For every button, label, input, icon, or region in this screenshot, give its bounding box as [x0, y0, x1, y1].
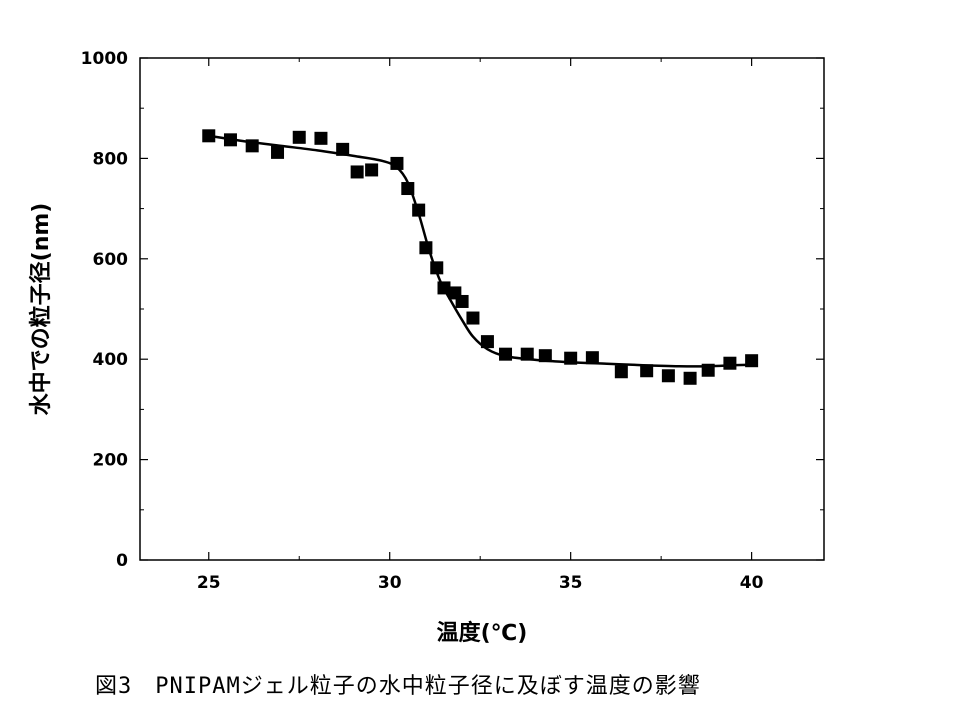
data-point	[336, 142, 350, 156]
data-point	[365, 163, 379, 177]
data-point	[430, 261, 444, 275]
data-point	[701, 363, 715, 377]
data-point	[745, 354, 759, 368]
data-point	[466, 311, 480, 325]
axis-ticks	[140, 57, 824, 561]
data-point	[437, 281, 451, 295]
plot-area-frame	[139, 57, 825, 561]
data-point	[245, 139, 259, 153]
data-point	[723, 356, 737, 370]
y-tick-label: 200	[93, 451, 129, 471]
data-point	[419, 241, 433, 255]
x-axis-title: 温度(℃)	[437, 620, 528, 646]
data-point	[350, 165, 364, 179]
figure-caption: 図3 PNIPAMジェル粒子の水中粒子径に及ぼす温度の影響	[95, 674, 701, 699]
data-point	[564, 351, 578, 365]
data-point	[412, 203, 426, 217]
data-point	[538, 349, 552, 363]
data-point	[202, 129, 216, 143]
data-point	[455, 294, 469, 308]
fit-curve	[208, 134, 752, 368]
y-tick-label: 800	[93, 149, 129, 169]
data-point	[271, 145, 285, 159]
y-tick-label: 400	[93, 350, 129, 370]
data-point	[661, 369, 675, 383]
y-axis-title: 水中での粒子径(nm)	[28, 203, 54, 416]
y-tick-label: 1000	[81, 49, 128, 69]
data-point	[585, 351, 599, 365]
data-point	[614, 365, 628, 379]
tick-labels: 0 200 400 600 800 1000 25 30 35 40	[81, 49, 764, 593]
chart: 0 200 400 600 800 1000 25 30 35 40 温度(℃) 水中での粒子径(…	[28, 49, 825, 646]
data-point	[390, 156, 404, 170]
data-point	[499, 347, 513, 361]
data-point	[401, 182, 415, 196]
y-tick-label: 600	[93, 250, 129, 270]
x-tick-label: 35	[559, 573, 583, 593]
x-tick-label: 40	[740, 573, 764, 593]
data-point	[480, 335, 494, 349]
x-tick-label: 25	[197, 573, 221, 593]
x-tick-label: 30	[378, 573, 402, 593]
data-point	[223, 133, 237, 147]
y-tick-label: 0	[116, 551, 128, 571]
data-points	[202, 129, 759, 385]
data-point	[292, 130, 306, 144]
data-point	[314, 131, 328, 145]
data-point	[640, 364, 654, 378]
data-point	[683, 371, 697, 385]
data-point	[520, 347, 534, 361]
